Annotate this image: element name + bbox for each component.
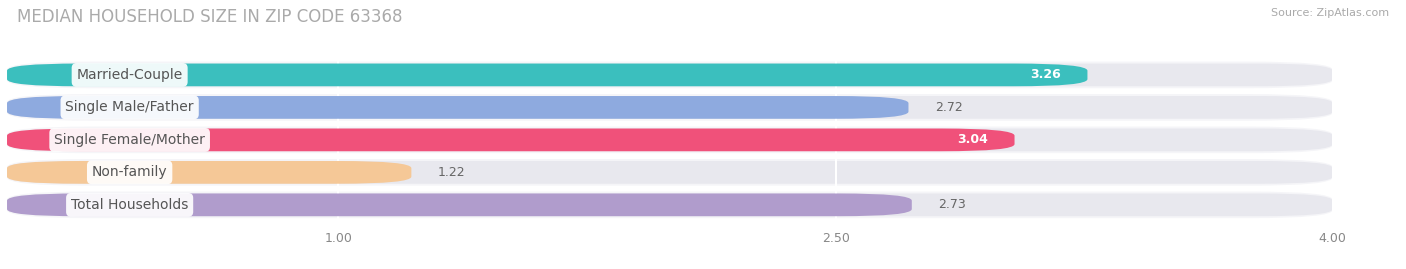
- FancyBboxPatch shape: [7, 63, 1087, 86]
- FancyBboxPatch shape: [7, 129, 1015, 151]
- Text: 1.22: 1.22: [437, 166, 465, 179]
- FancyBboxPatch shape: [7, 193, 911, 216]
- FancyBboxPatch shape: [7, 159, 1333, 186]
- Text: Non-family: Non-family: [91, 165, 167, 179]
- Text: Single Female/Mother: Single Female/Mother: [55, 133, 205, 147]
- Text: 2.72: 2.72: [935, 101, 963, 114]
- FancyBboxPatch shape: [7, 96, 1333, 119]
- Text: 2.73: 2.73: [938, 198, 966, 211]
- FancyBboxPatch shape: [7, 193, 1333, 216]
- FancyBboxPatch shape: [7, 94, 1333, 121]
- Text: Married-Couple: Married-Couple: [76, 68, 183, 82]
- Text: 3.26: 3.26: [1031, 68, 1062, 82]
- FancyBboxPatch shape: [7, 96, 908, 119]
- FancyBboxPatch shape: [7, 129, 1333, 151]
- FancyBboxPatch shape: [7, 192, 1333, 218]
- FancyBboxPatch shape: [7, 161, 412, 184]
- FancyBboxPatch shape: [7, 161, 1333, 184]
- Text: Total Households: Total Households: [70, 198, 188, 212]
- Text: Source: ZipAtlas.com: Source: ZipAtlas.com: [1271, 8, 1389, 18]
- Text: Single Male/Father: Single Male/Father: [66, 100, 194, 114]
- FancyBboxPatch shape: [7, 126, 1333, 153]
- FancyBboxPatch shape: [7, 62, 1333, 88]
- Text: 3.04: 3.04: [957, 133, 988, 146]
- FancyBboxPatch shape: [7, 63, 1333, 86]
- Text: MEDIAN HOUSEHOLD SIZE IN ZIP CODE 63368: MEDIAN HOUSEHOLD SIZE IN ZIP CODE 63368: [17, 8, 402, 26]
